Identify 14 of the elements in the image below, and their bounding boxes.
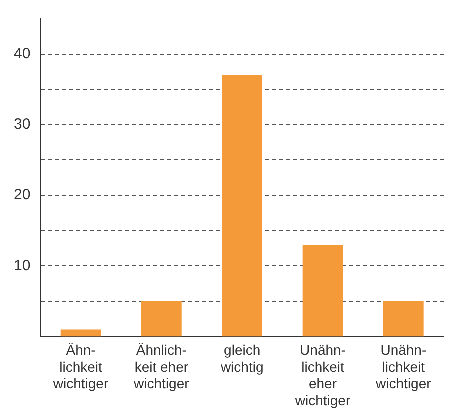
x-tick-label: Ähnlich- keit eher wichtiger [133, 342, 190, 392]
bar [222, 76, 263, 337]
x-tick-label: gleich wichtig [220, 342, 264, 375]
bar [384, 301, 424, 337]
y-tick-label: 30 [14, 116, 31, 134]
y-tick-label: 10 [14, 257, 31, 274]
y-tick-label: 40 [14, 45, 31, 62]
y-tick-label: 20 [14, 186, 31, 204]
x-tick-label: Unähn- lichkeit eher wichtiger [294, 342, 351, 408]
bar [60, 330, 102, 337]
bar [302, 244, 344, 337]
x-tick-label: Ähn- lichkeit wichtiger [52, 342, 109, 392]
x-tick-label: Unähn- lichkeit wichtiger [375, 342, 432, 392]
bar [142, 301, 182, 337]
